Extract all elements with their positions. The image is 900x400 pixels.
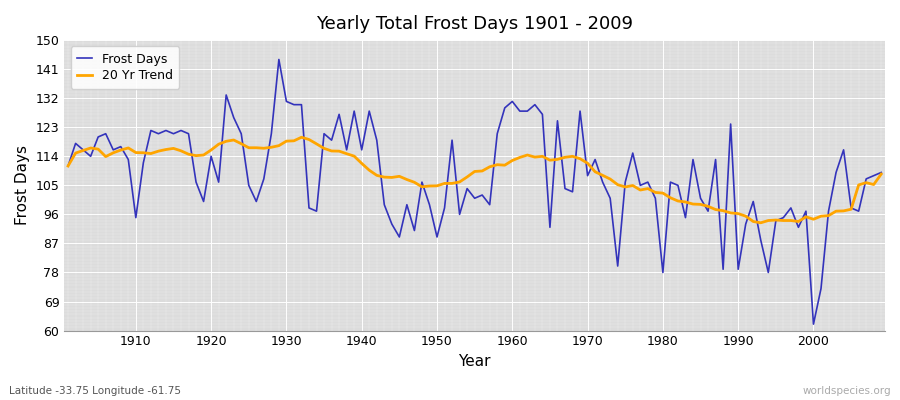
- 20 Yr Trend: [755, 220, 766, 225]
- Frost Days: [341, 148, 352, 152]
- Frost Days: [515, 109, 526, 114]
- 20 Yr Trend: [63, 164, 74, 168]
- Y-axis label: Frost Days: Frost Days: [15, 145, 30, 225]
- 20 Yr Trend: [515, 155, 526, 160]
- 20 Yr Trend: [876, 172, 886, 176]
- Frost Days: [123, 157, 134, 162]
- Line: 20 Yr Trend: 20 Yr Trend: [68, 137, 881, 223]
- 20 Yr Trend: [507, 158, 517, 163]
- Frost Days: [63, 164, 74, 168]
- 20 Yr Trend: [341, 151, 352, 156]
- 20 Yr Trend: [296, 135, 307, 140]
- Frost Days: [296, 102, 307, 107]
- Line: Frost Days: Frost Days: [68, 60, 881, 324]
- Text: worldspecies.org: worldspecies.org: [803, 386, 891, 396]
- Frost Days: [605, 196, 616, 201]
- 20 Yr Trend: [123, 146, 134, 150]
- Legend: Frost Days, 20 Yr Trend: Frost Days, 20 Yr Trend: [70, 46, 179, 89]
- Text: Latitude -33.75 Longitude -61.75: Latitude -33.75 Longitude -61.75: [9, 386, 181, 396]
- X-axis label: Year: Year: [458, 354, 491, 369]
- Title: Yearly Total Frost Days 1901 - 2009: Yearly Total Frost Days 1901 - 2009: [316, 15, 633, 33]
- Frost Days: [507, 99, 517, 104]
- 20 Yr Trend: [605, 177, 616, 182]
- Frost Days: [274, 57, 284, 62]
- 20 Yr Trend: [289, 138, 300, 143]
- Frost Days: [876, 170, 886, 175]
- Frost Days: [808, 322, 819, 326]
